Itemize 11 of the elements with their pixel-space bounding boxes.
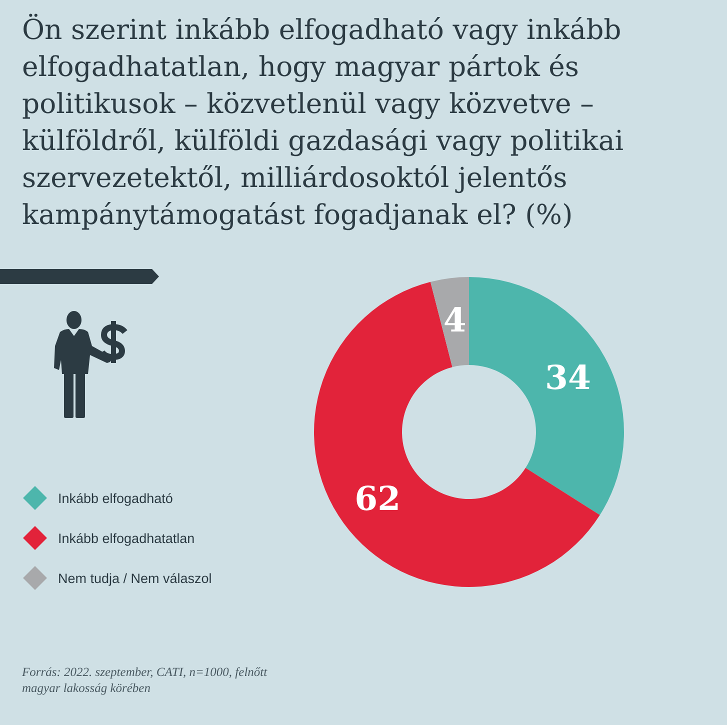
- legend-label: Inkább elfogadható: [58, 490, 173, 506]
- donut-slice: [430, 277, 469, 368]
- legend-label: Nem tudja / Nem válaszol: [58, 570, 212, 586]
- chart-title: Ön szerint inkább elfogadható vagy inkább elfogadhatatlan, hogy magyar pártok és politikusok – közvetlenül vagy közvetve – külföldről, külföldi gazdasági vagy politikai szervezetektől, milliárdosoktól jelentős kampánytámogatást fogadjanak el? (%): [22, 12, 625, 233]
- donut-slice: [314, 282, 600, 587]
- data-label: 34: [545, 358, 591, 398]
- data-label: 4: [443, 300, 466, 340]
- donut-slice: [469, 277, 624, 516]
- text: Forrás: 2022. szeptember, CATI, n=1000, felnőtt magyar lakosság körében: [22, 664, 268, 696]
- legend-label: Inkább elfogadhatatlan: [58, 530, 195, 546]
- data-label: 62: [354, 478, 401, 518]
